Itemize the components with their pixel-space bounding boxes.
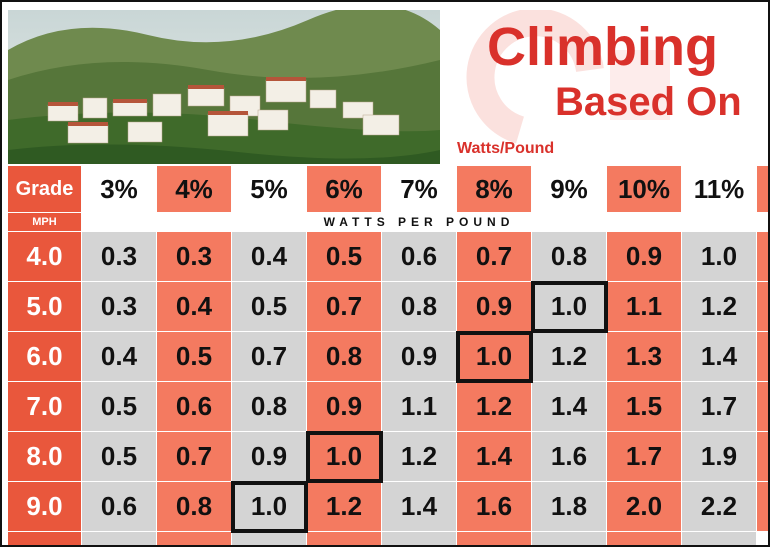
- unit-label: WATTS PER POUND: [82, 213, 757, 232]
- value-cell: 1.1: [607, 282, 682, 332]
- column-header: 9%: [532, 166, 607, 213]
- value-cell: [757, 282, 768, 332]
- value-cell: 1.0: [307, 432, 382, 482]
- value-cell: 0.9: [607, 232, 682, 282]
- value-cell: 0.4: [82, 332, 157, 382]
- title: Climbing: [487, 17, 718, 77]
- value-cell: 0.9: [232, 432, 307, 482]
- mph-cell: 6.0: [8, 332, 82, 382]
- value-cell: [82, 532, 157, 545]
- column-header: [757, 166, 768, 213]
- value-cell: [157, 532, 232, 545]
- highlight-box: [456, 331, 533, 383]
- value-cell: 1.4: [382, 482, 457, 532]
- value-cell: 0.9: [307, 382, 382, 432]
- value-cell: [757, 382, 768, 432]
- value-cell: 1.9: [682, 432, 757, 482]
- highlight-box: [231, 481, 308, 533]
- value-cell: 1.2: [382, 432, 457, 482]
- column-header: 8%: [457, 166, 532, 213]
- value-cell: [757, 332, 768, 382]
- value-cell: 1.5: [607, 382, 682, 432]
- value-cell: 0.5: [157, 332, 232, 382]
- value-cell: [532, 532, 607, 545]
- value-cell: 0.7: [457, 232, 532, 282]
- value-cell: 1.8: [532, 482, 607, 532]
- mph-cell: 9.0: [8, 482, 82, 532]
- title: Based On: [555, 80, 742, 124]
- column-header: 7%: [382, 166, 457, 213]
- value-cell: [682, 532, 757, 545]
- value-cell: 0.7: [157, 432, 232, 482]
- value-cell: 1.2: [457, 382, 532, 432]
- value-cell: 0.8: [157, 482, 232, 532]
- mph-cell: 7.0: [8, 382, 82, 432]
- watermark: [466, 10, 670, 144]
- value-cell: 1.3: [607, 332, 682, 382]
- column-header: 10%: [607, 166, 682, 213]
- value-cell: 1.2: [307, 482, 382, 532]
- mph-cell: 4.0: [8, 232, 82, 282]
- value-cell: [307, 532, 382, 545]
- value-cell: 2.2: [682, 482, 757, 532]
- mph-cell: 8.0: [8, 432, 82, 482]
- column-header: 6%: [307, 166, 382, 213]
- value-cell: 1.7: [682, 382, 757, 432]
- value-cell: 0.7: [232, 332, 307, 382]
- column-header: 11%: [682, 166, 757, 213]
- value-cell: 1.6: [457, 482, 532, 532]
- unit-row-label: MPH: [8, 213, 82, 232]
- value-cell: 0.8: [382, 282, 457, 332]
- value-cell: 1.2: [682, 282, 757, 332]
- value-cell: [607, 532, 682, 545]
- mph-cell: [8, 532, 82, 545]
- column-header: 3%: [82, 166, 157, 213]
- value-cell: 1.7: [607, 432, 682, 482]
- value-cell: 0.5: [307, 232, 382, 282]
- value-cell: 1.0: [532, 282, 607, 332]
- value-cell: 1.4: [682, 332, 757, 382]
- value-cell: 0.7: [307, 282, 382, 332]
- value-cell: [382, 532, 457, 545]
- value-cell: 1.4: [457, 432, 532, 482]
- corner-header: Grade: [8, 166, 82, 213]
- value-cell: 0.6: [82, 482, 157, 532]
- value-cell: 1.1: [382, 382, 457, 432]
- value-cell: 1.4: [532, 382, 607, 432]
- value-cell: 0.3: [82, 282, 157, 332]
- value-cell: 0.8: [232, 382, 307, 432]
- column-header: 4%: [157, 166, 232, 213]
- value-cell: 1.0: [232, 482, 307, 532]
- value-cell: [757, 432, 768, 482]
- value-cell: 0.9: [457, 282, 532, 332]
- value-cell: 0.5: [82, 432, 157, 482]
- value-cell: [757, 232, 768, 282]
- value-cell: [232, 532, 307, 545]
- value-cell: 0.4: [232, 232, 307, 282]
- village-photo: [8, 10, 440, 164]
- value-cell: 0.3: [157, 232, 232, 282]
- value-cell: 0.3: [82, 232, 157, 282]
- value-cell: 0.5: [82, 382, 157, 432]
- value-cell: 0.8: [307, 332, 382, 382]
- value-cell: [757, 482, 768, 532]
- subtitle: Watts/Pound: [457, 140, 555, 157]
- value-cell: 0.8: [532, 232, 607, 282]
- value-cell: 1.2: [532, 332, 607, 382]
- highlight-box: [306, 431, 383, 483]
- value-cell: [457, 532, 532, 545]
- value-cell: 0.5: [232, 282, 307, 332]
- highlight-box: [531, 281, 608, 333]
- mph-cell: 5.0: [8, 282, 82, 332]
- value-cell: 2.0: [607, 482, 682, 532]
- value-cell: 0.9: [382, 332, 457, 382]
- value-cell: 0.6: [157, 382, 232, 432]
- value-cell: 0.4: [157, 282, 232, 332]
- column-header: 5%: [232, 166, 307, 213]
- value-cell: 1.6: [532, 432, 607, 482]
- value-cell: 1.0: [682, 232, 757, 282]
- value-cell: 0.6: [382, 232, 457, 282]
